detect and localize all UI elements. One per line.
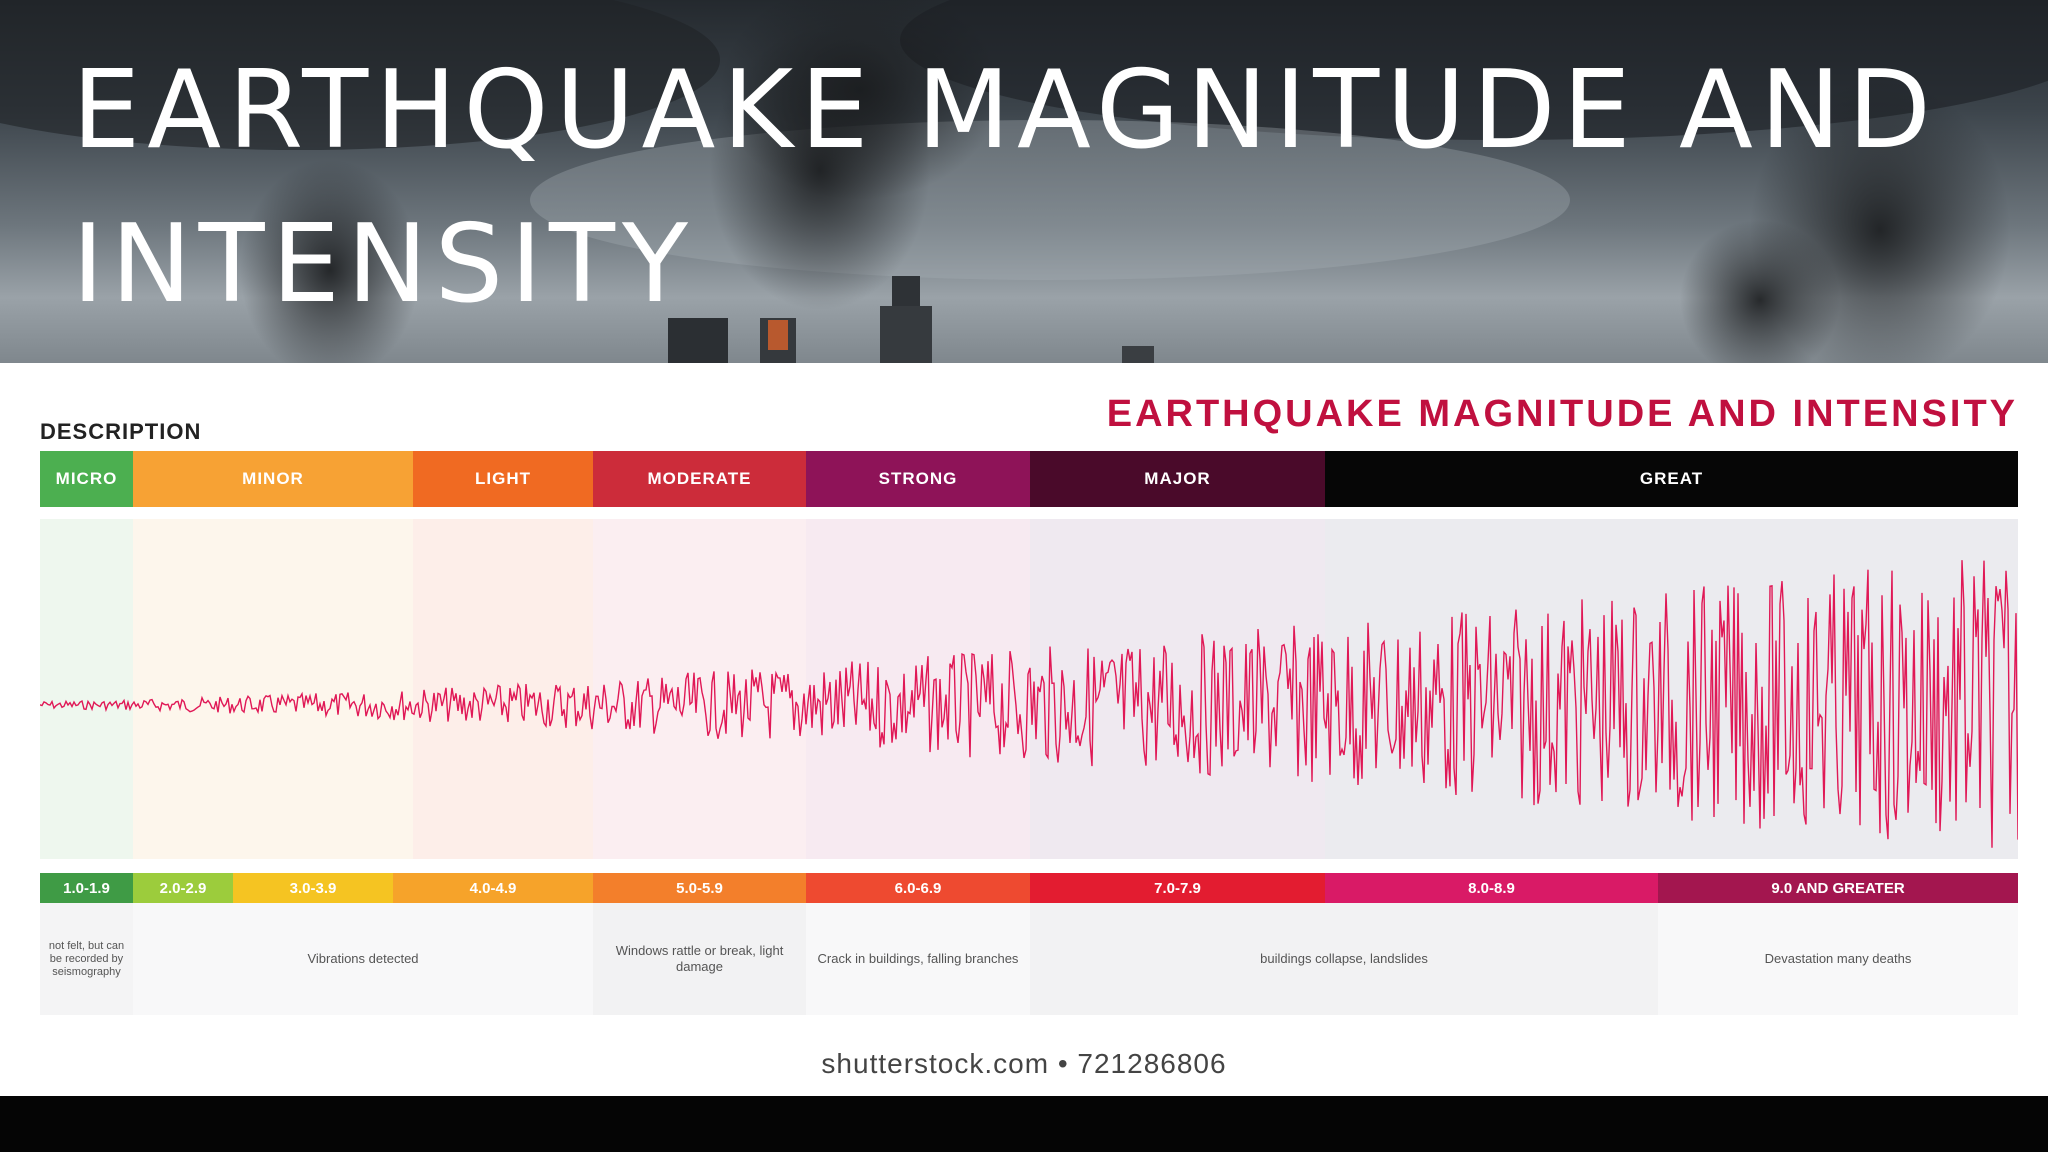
hero-background: EARTHQUAKE MAGNITUDE AND INTENSITY [0, 0, 2048, 363]
effect-micro: not felt, but can be recorded by seismog… [40, 903, 133, 1015]
band-tint-micro [40, 519, 133, 859]
magnitude-3: 3.0-3.9 [233, 873, 393, 903]
category-strong: STRONG [806, 451, 1030, 507]
band-tint-great [1325, 519, 2018, 859]
effect-moderate: Windows rattle or break, light damage [593, 903, 806, 1015]
effect-strong: Crack in buildings, falling branches [806, 903, 1030, 1015]
category-major: MAJOR [1030, 451, 1325, 507]
magnitude-band: 1.0-1.9 2.0-2.9 3.0-3.9 4.0-4.9 5.0-5.9 … [40, 873, 2018, 903]
category-light: LIGHT [413, 451, 593, 507]
magnitude-4: 4.0-4.9 [393, 873, 593, 903]
chart-title: EARTHQUAKE MAGNITUDE AND INTENSITY [1106, 393, 2018, 435]
magnitude-8: 8.0-8.9 [1325, 873, 1658, 903]
waveform-line [40, 560, 2018, 848]
magnitude-5: 5.0-5.9 [593, 873, 806, 903]
effect-minor-light: Vibrations detected [133, 903, 593, 1015]
magnitude-1: 1.0-1.9 [40, 873, 133, 903]
magnitude-7: 7.0-7.9 [1030, 873, 1325, 903]
band-tint-moderate [593, 519, 806, 859]
waveform-background [40, 519, 2018, 859]
effects-row: not felt, but can be recorded by seismog… [40, 903, 2018, 1015]
smoke-plume [720, 0, 1000, 200]
magnitude-9: 9.0 AND GREATER [1658, 873, 2018, 903]
watermark: shutterstock.com • 721286806 [821, 1048, 1227, 1079]
building [880, 306, 932, 363]
smoke-plume [240, 160, 420, 363]
chart-panel: DESCRIPTION EARTHQUAKE MAGNITUDE AND INT… [0, 363, 2048, 1096]
slide-title: EARTHQUAKE MAGNITUDE AND INTENSITY [72, 48, 1938, 327]
magnitude-2: 2.0-2.9 [133, 873, 233, 903]
category-band: MICRO MINOR LIGHT MODERATE STRONG MAJOR … [40, 451, 2018, 507]
cloud [0, 0, 720, 150]
band-tint-minor [133, 519, 413, 859]
fire-glow [768, 320, 788, 350]
category-micro: MICRO [40, 451, 133, 507]
band-tint-major [1030, 519, 1325, 859]
smoke-plume [1680, 220, 1840, 363]
building [1122, 346, 1154, 363]
category-moderate: MODERATE [593, 451, 806, 507]
bottom-bar [0, 1096, 2048, 1152]
description-label: DESCRIPTION [40, 419, 202, 444]
storm-city-illustration [0, 0, 2048, 363]
effect-great: Devastation many deaths [1658, 903, 2018, 1015]
cloud [900, 0, 2048, 140]
building [668, 318, 728, 363]
band-tint-light [413, 519, 593, 859]
magnitude-6: 6.0-6.9 [806, 873, 1030, 903]
effect-major: buildings collapse, landslides [1030, 903, 1658, 1015]
seismic-waveform [40, 560, 2018, 848]
category-great: GREAT [1325, 451, 2018, 507]
category-minor: MINOR [133, 451, 413, 507]
